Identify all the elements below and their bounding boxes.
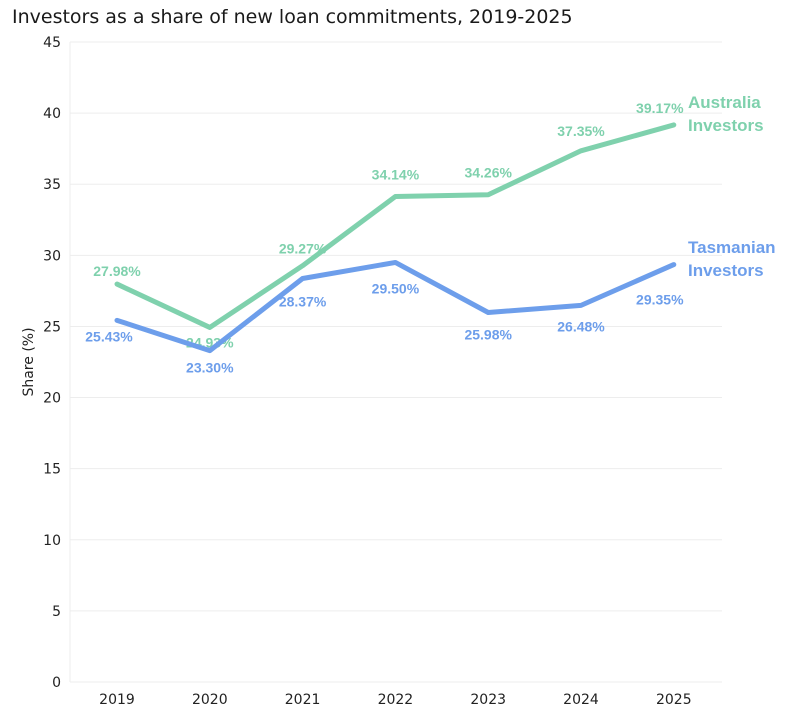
- data-label-australia: 39.17%: [636, 100, 684, 116]
- chart-title: Investors as a share of new loan commitm…: [12, 6, 573, 28]
- x-tick-label: 2025: [656, 692, 692, 708]
- data-label-australia: 27.98%: [93, 263, 141, 279]
- data-label-australia: 34.26%: [464, 165, 512, 181]
- data-label-tasmania: 29.35%: [636, 292, 684, 308]
- y-tick-label: 30: [43, 248, 61, 264]
- x-tick-label: 2020: [192, 692, 228, 708]
- x-tick-label: 2019: [99, 692, 135, 708]
- series-name-australia: Investors: [688, 116, 764, 135]
- y-tick-label: 25: [43, 319, 61, 335]
- data-label-tasmania: 26.48%: [557, 318, 605, 334]
- y-tick-label: 5: [52, 604, 61, 620]
- x-tick-label: 2022: [378, 692, 414, 708]
- data-label-tasmania: 23.30%: [186, 360, 234, 376]
- y-tick-label: 0: [52, 675, 61, 691]
- series-name-australia: Australia: [688, 93, 761, 112]
- y-tick-label: 20: [43, 391, 61, 407]
- y-tick-label: 45: [43, 35, 61, 51]
- data-label-tasmania: 25.98%: [464, 327, 512, 343]
- y-axis-title: Share (%): [21, 327, 37, 396]
- x-tick-label: 2021: [285, 692, 321, 708]
- y-tick-label: 40: [43, 106, 61, 122]
- series-name-tasmania: Investors: [688, 261, 764, 280]
- data-label-australia: 34.14%: [372, 166, 420, 182]
- data-label-tasmania: 29.50%: [372, 280, 420, 296]
- y-tick-label: 35: [43, 177, 61, 193]
- series-name-tasmania: Tasmanian: [688, 238, 776, 257]
- x-tick-label: 2024: [563, 692, 599, 708]
- data-label-australia: 29.27%: [279, 241, 327, 257]
- series-line-australia: [114, 122, 677, 330]
- x-tick-label: 2023: [470, 692, 506, 708]
- data-label-tasmania: 28.37%: [279, 294, 327, 310]
- data-label-tasmania: 25.43%: [85, 328, 133, 344]
- y-tick-label: 10: [43, 533, 61, 549]
- series-line-tasmania: [114, 259, 677, 354]
- data-label-australia: 37.35%: [557, 123, 605, 139]
- y-tick-label: 15: [43, 462, 61, 478]
